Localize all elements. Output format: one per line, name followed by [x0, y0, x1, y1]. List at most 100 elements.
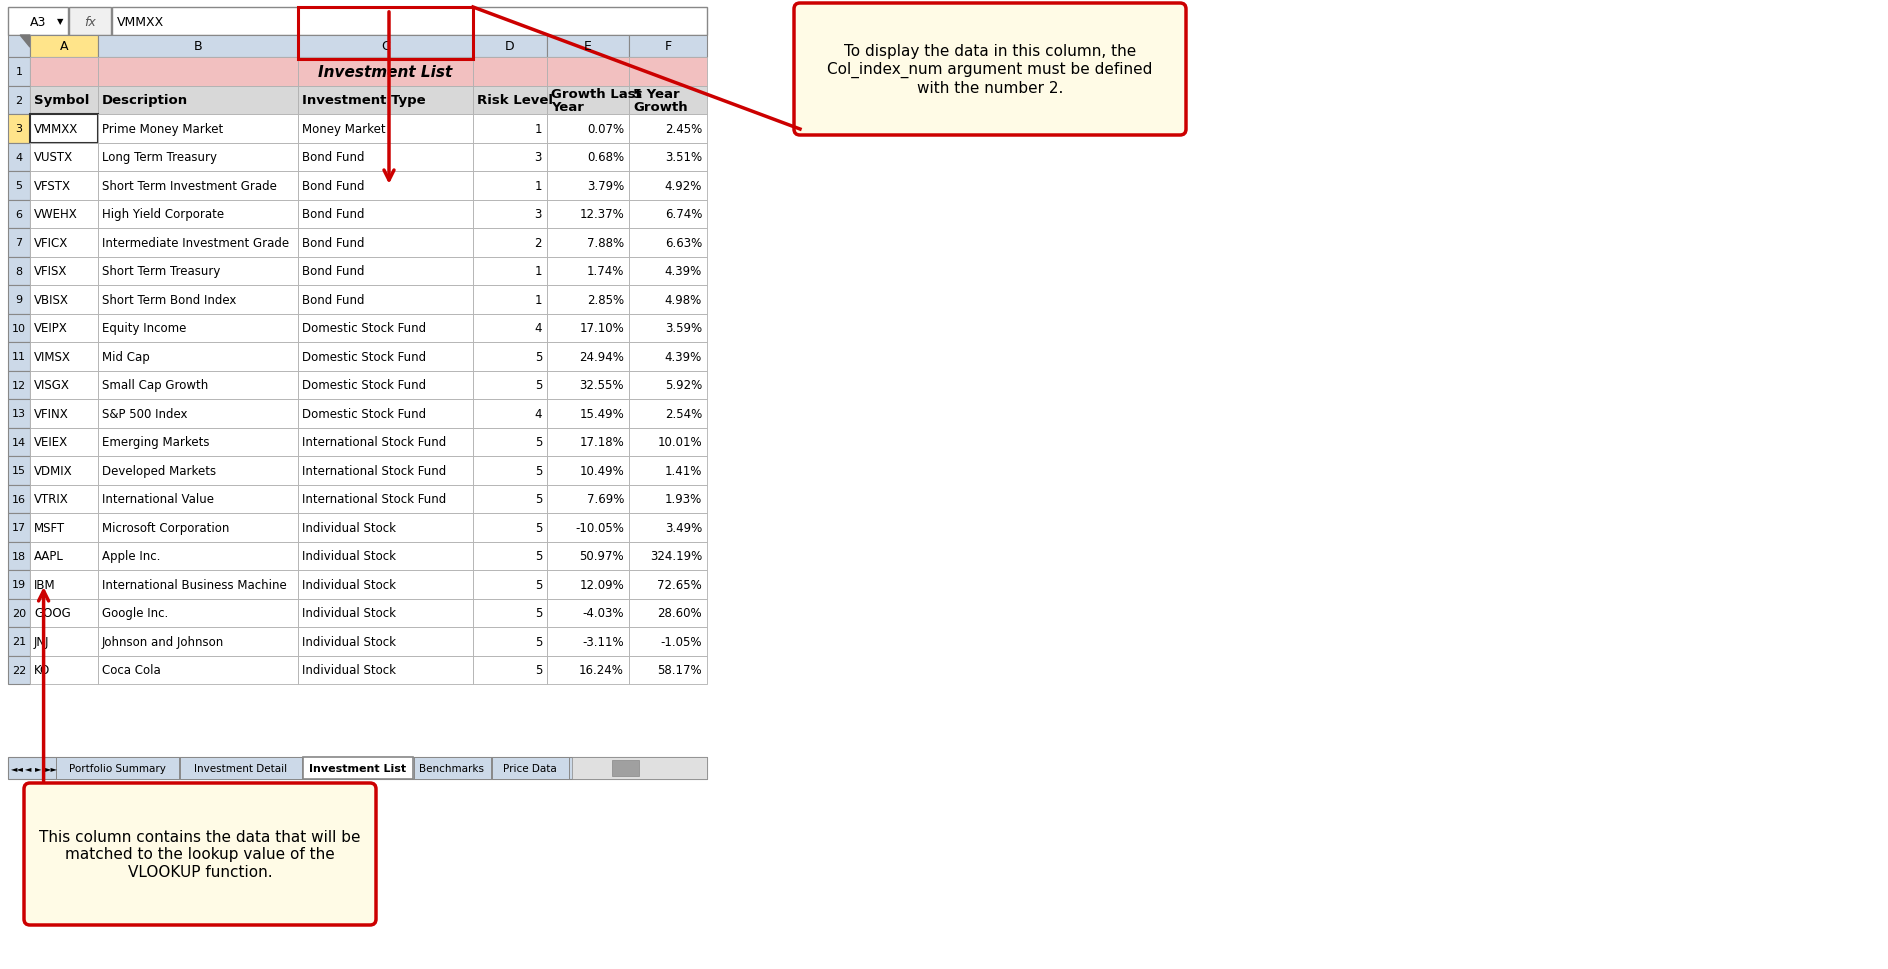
Text: International Stock Fund: International Stock Fund	[302, 436, 446, 449]
Bar	[8, 143, 30, 172]
Text: 324.19%: 324.19%	[649, 549, 702, 563]
Bar	[8, 36, 30, 58]
Bar	[629, 485, 706, 514]
Bar	[629, 201, 706, 229]
Text: Domestic Stock Fund: Domestic Stock Fund	[302, 351, 427, 363]
Bar	[474, 143, 548, 172]
Text: 10: 10	[11, 324, 26, 333]
Text: 15.49%: 15.49%	[580, 407, 625, 421]
Bar	[474, 456, 548, 485]
Text: VMMXX: VMMXX	[34, 123, 77, 136]
Text: International Business Machine: International Business Machine	[102, 578, 287, 591]
Text: International Stock Fund: International Stock Fund	[302, 493, 446, 506]
Bar	[8, 571, 30, 599]
Bar	[298, 286, 474, 314]
Text: E: E	[583, 41, 593, 53]
Bar	[548, 514, 629, 542]
Text: Risk Level: Risk Level	[478, 94, 553, 108]
Bar	[474, 86, 548, 115]
Text: Bond Fund: Bond Fund	[302, 151, 364, 164]
Text: Individual Stock: Individual Stock	[302, 607, 396, 619]
Bar	[30, 485, 98, 514]
Text: 6.74%: 6.74%	[665, 208, 702, 221]
Text: 1: 1	[534, 265, 542, 278]
Bar	[548, 257, 629, 286]
Bar	[298, 656, 474, 684]
Bar	[30, 36, 98, 58]
Bar	[548, 115, 629, 143]
Text: VFINX: VFINX	[34, 407, 68, 421]
Text: 5: 5	[15, 181, 23, 191]
Text: 4: 4	[534, 407, 542, 421]
Text: 4: 4	[534, 322, 542, 335]
Text: VFICX: VFICX	[34, 236, 68, 249]
Text: VEIEX: VEIEX	[34, 436, 68, 449]
Text: 1: 1	[534, 294, 542, 306]
Text: 4.39%: 4.39%	[665, 351, 702, 363]
Bar	[98, 514, 298, 542]
Text: 12.37%: 12.37%	[580, 208, 625, 221]
Bar	[98, 485, 298, 514]
Bar	[98, 314, 298, 343]
Bar	[298, 485, 474, 514]
Bar	[298, 514, 474, 542]
Bar	[548, 371, 629, 399]
Bar	[8, 485, 30, 514]
Bar	[8, 58, 30, 86]
Bar	[298, 36, 474, 58]
Bar	[30, 58, 98, 86]
Bar	[629, 428, 706, 456]
Text: VEIPX: VEIPX	[34, 322, 68, 335]
Bar	[629, 343, 706, 371]
Bar	[548, 286, 629, 314]
Text: Portfolio Summary: Portfolio Summary	[68, 764, 166, 773]
Bar	[629, 627, 706, 656]
Bar	[548, 485, 629, 514]
Text: -10.05%: -10.05%	[576, 521, 625, 534]
Bar	[548, 656, 629, 684]
Text: Long Term Treasury: Long Term Treasury	[102, 151, 217, 164]
Text: VWEHX: VWEHX	[34, 208, 77, 221]
Text: Coca Cola: Coca Cola	[102, 664, 160, 676]
Bar	[474, 36, 548, 58]
Bar	[298, 115, 474, 143]
Bar	[474, 286, 548, 314]
Text: 1: 1	[15, 67, 23, 78]
Text: Domestic Stock Fund: Domestic Stock Fund	[302, 322, 427, 335]
Text: 18: 18	[11, 551, 26, 561]
Text: Short Term Treasury: Short Term Treasury	[102, 265, 221, 278]
Text: A3: A3	[30, 16, 45, 28]
Bar	[491, 757, 568, 779]
Text: F: F	[665, 41, 672, 53]
Bar	[8, 371, 30, 399]
Bar	[474, 428, 548, 456]
Bar	[474, 371, 548, 399]
Bar	[474, 656, 548, 684]
Bar	[474, 485, 548, 514]
Text: Developed Markets: Developed Markets	[102, 464, 215, 478]
Text: KO: KO	[34, 664, 51, 676]
Text: Year: Year	[551, 101, 583, 113]
Text: 10.01%: 10.01%	[657, 436, 702, 449]
Text: International Stock Fund: International Stock Fund	[302, 464, 446, 478]
Text: 1.74%: 1.74%	[587, 265, 625, 278]
Bar	[298, 86, 474, 115]
Text: 2.54%: 2.54%	[665, 407, 702, 421]
Text: 17.10%: 17.10%	[580, 322, 625, 335]
Bar	[629, 371, 706, 399]
Text: -4.03%: -4.03%	[583, 607, 625, 619]
Bar	[629, 542, 706, 571]
Bar	[474, 257, 548, 286]
Bar	[70, 8, 111, 36]
Bar	[8, 115, 30, 143]
Bar	[629, 656, 706, 684]
Text: 28.60%: 28.60%	[657, 607, 702, 619]
Bar	[8, 201, 30, 229]
Bar	[298, 627, 474, 656]
Text: Individual Stock: Individual Stock	[302, 578, 396, 591]
Bar	[30, 343, 98, 371]
Text: AAPL: AAPL	[34, 549, 64, 563]
Bar	[57, 757, 179, 779]
Bar	[111, 8, 706, 36]
Bar	[98, 571, 298, 599]
